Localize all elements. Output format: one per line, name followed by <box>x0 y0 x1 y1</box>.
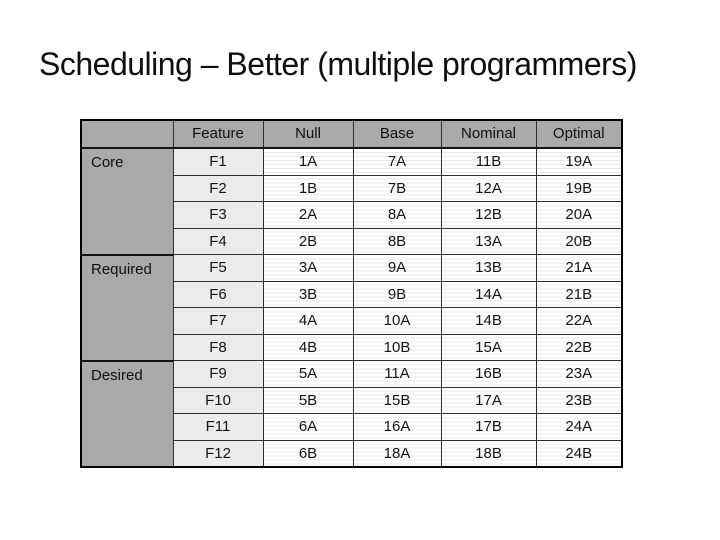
value-cell: 14A <box>440 280 537 308</box>
value-cell: 2B <box>262 227 354 255</box>
feature-cell: F11 <box>172 413 264 441</box>
header-row: Feature Null Base Nominal Optimal <box>80 119 623 149</box>
value-cell: 10A <box>352 307 442 335</box>
table-row: Desired F9 5A 11A 16B 23A <box>80 359 623 468</box>
value-cell: 5B <box>262 386 354 414</box>
table-row: F8 4B 10B 15A 22B <box>81 333 623 361</box>
value-cell: 11A <box>352 360 442 388</box>
feature-cell: F12 <box>172 439 264 468</box>
value-cell: 8B <box>352 227 442 255</box>
value-cell: 21B <box>535 280 623 308</box>
table-row: F2 1B 7B 12A 19B <box>81 174 623 202</box>
value-cell: 15A <box>440 333 537 361</box>
group-label-required: Required <box>80 253 174 361</box>
value-cell: 14B <box>440 307 537 335</box>
value-cell: 13A <box>440 227 537 255</box>
feature-cell: F6 <box>172 280 264 308</box>
value-cell: 11B <box>440 147 537 176</box>
value-cell: 17A <box>440 386 537 414</box>
column-header-base: Base <box>352 119 442 149</box>
column-header-null: Null <box>262 119 354 149</box>
table-row: F3 2A 8A 12B 20A <box>81 201 623 229</box>
value-cell: 4A <box>262 307 354 335</box>
value-cell: 7B <box>352 174 442 202</box>
value-cell: 23A <box>535 360 623 388</box>
group-label-core: Core <box>80 148 174 255</box>
feature-cell: F10 <box>172 386 264 414</box>
feature-cell: F2 <box>172 174 264 202</box>
value-cell: 24B <box>535 439 623 468</box>
table-row: F11 6A 16A 17B 24A <box>81 413 623 441</box>
value-cell: 17B <box>440 413 537 441</box>
table-row: F6 3B 9B 14A 21B <box>81 280 623 308</box>
value-cell: 12A <box>440 174 537 202</box>
value-cell: 6B <box>262 439 354 468</box>
value-cell: 22A <box>535 307 623 335</box>
feature-cell: F4 <box>172 227 264 255</box>
feature-cell: F7 <box>172 307 264 335</box>
value-cell: 7A <box>352 147 442 176</box>
value-cell: 12B <box>440 201 537 229</box>
value-cell: 20B <box>535 227 623 255</box>
value-cell: 20A <box>535 201 623 229</box>
corner-cell <box>80 119 174 149</box>
value-cell: 23B <box>535 386 623 414</box>
value-cell: 22B <box>535 333 623 361</box>
page-title: Scheduling – Better (multiple programmer… <box>39 46 637 82</box>
value-cell: 15B <box>352 386 442 414</box>
column-header-feature: Feature <box>172 119 264 149</box>
value-cell: 18B <box>440 439 537 468</box>
feature-cell: F5 <box>172 254 264 282</box>
value-cell: 3B <box>262 280 354 308</box>
value-cell: 6A <box>262 413 354 441</box>
value-cell: 8A <box>352 201 442 229</box>
table-row: F4 2B 8B 13A 20B <box>81 227 623 255</box>
column-header-nominal: Nominal <box>440 119 537 149</box>
value-cell: 3A <box>262 254 354 282</box>
value-cell: 19B <box>535 174 623 202</box>
group-label-desired: Desired <box>80 359 174 468</box>
value-cell: 10B <box>352 333 442 361</box>
value-cell: 21A <box>535 254 623 282</box>
value-cell: 9A <box>352 254 442 282</box>
feature-cell: F9 <box>172 360 264 388</box>
value-cell: 24A <box>535 413 623 441</box>
value-cell: 16B <box>440 360 537 388</box>
value-cell: 9B <box>352 280 442 308</box>
value-cell: 1A <box>262 147 354 176</box>
table-row: F12 6B 18A 18B 24B <box>81 439 623 468</box>
feature-cell: F3 <box>172 201 264 229</box>
value-cell: 13B <box>440 254 537 282</box>
value-cell: 2A <box>262 201 354 229</box>
schedule-table: Feature Null Base Nominal Optimal Core F… <box>80 119 623 468</box>
column-header-optimal: Optimal <box>535 119 623 149</box>
value-cell: 16A <box>352 413 442 441</box>
value-cell: 4B <box>262 333 354 361</box>
table-row: Required F5 3A 9A 13B 21A <box>80 253 623 361</box>
value-cell: 19A <box>535 147 623 176</box>
value-cell: 18A <box>352 439 442 468</box>
feature-cell: F8 <box>172 333 264 361</box>
value-cell: 5A <box>262 360 354 388</box>
table-row: Core F1 1A 7A 11B 19A <box>80 147 623 255</box>
value-cell: 1B <box>262 174 354 202</box>
feature-cell: F1 <box>172 147 264 176</box>
